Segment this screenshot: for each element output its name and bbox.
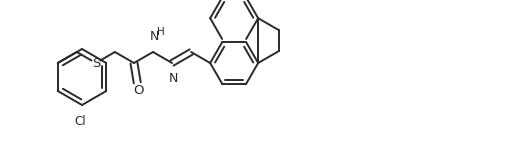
Text: S: S — [92, 56, 100, 69]
Text: Cl: Cl — [74, 115, 86, 128]
Text: O: O — [133, 84, 144, 97]
Text: H: H — [157, 27, 165, 37]
Text: N: N — [149, 30, 158, 43]
Text: N: N — [169, 72, 178, 85]
